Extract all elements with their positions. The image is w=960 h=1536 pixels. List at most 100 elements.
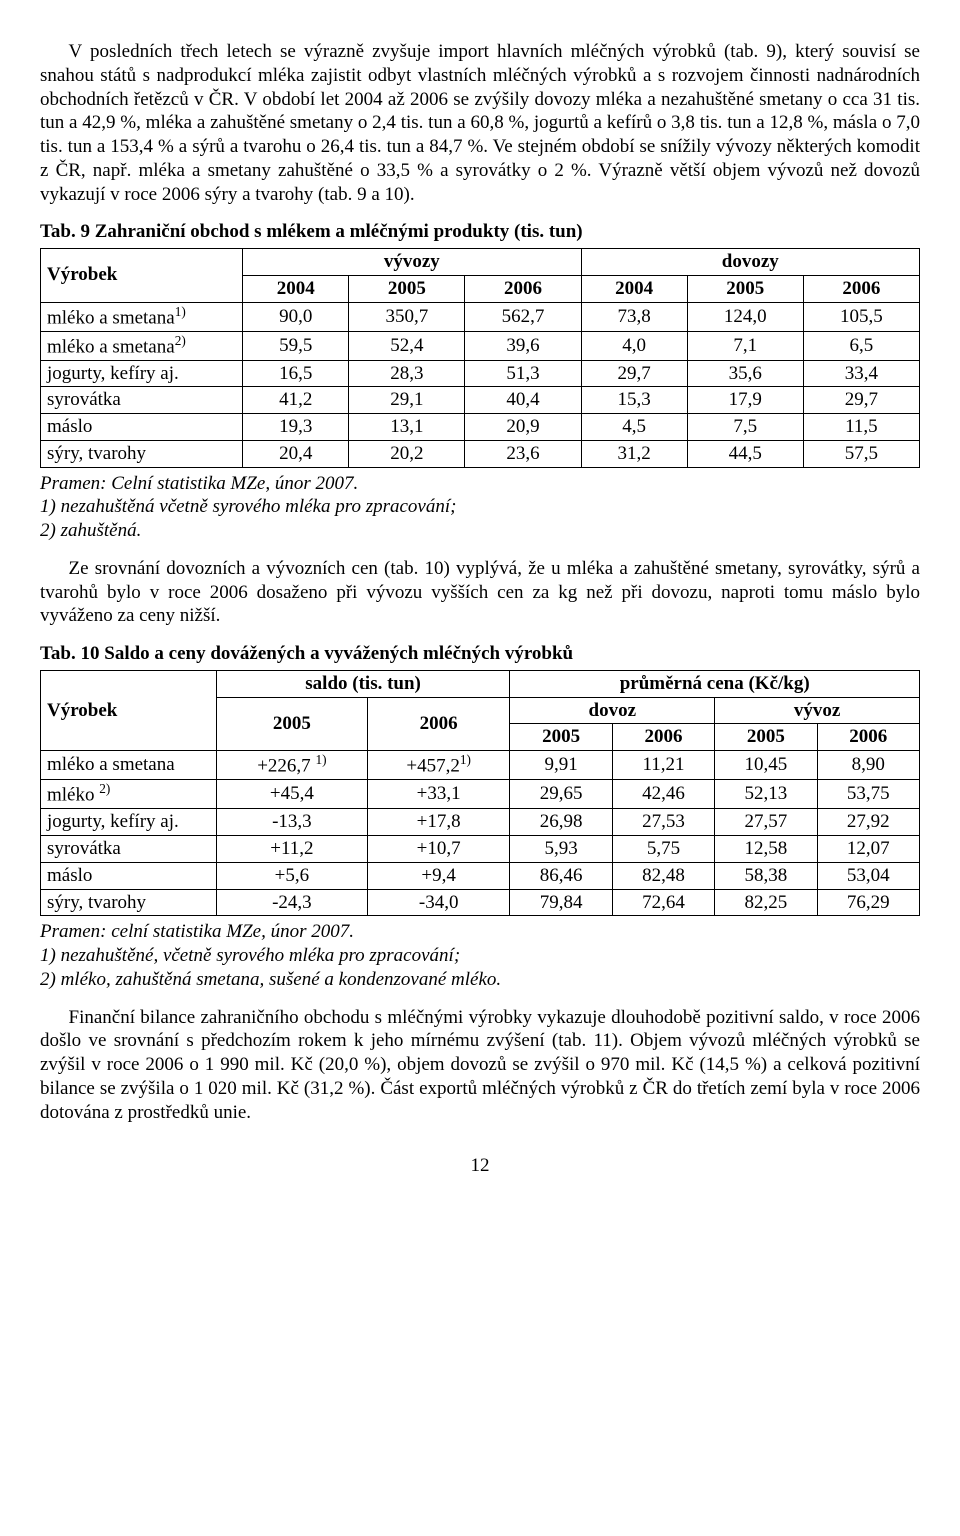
table-row: mléko a smetana+226,7 1)+457,21)9,9111,2… xyxy=(41,751,920,780)
cell: 53,75 xyxy=(817,780,919,809)
t9-group-import: dovozy xyxy=(581,249,919,276)
t10-sub-import: dovoz xyxy=(510,697,715,724)
cell: -34,0 xyxy=(367,889,509,916)
table-row: máslo+5,6+9,486,4682,4858,3853,04 xyxy=(41,862,920,889)
cell: 13,1 xyxy=(349,414,465,441)
cell: 58,38 xyxy=(715,862,817,889)
cell: 5,93 xyxy=(510,836,612,863)
table-10-notes: Pramen: celní statistika MZe, únor 2007.… xyxy=(40,920,920,991)
cell: 27,92 xyxy=(817,809,919,836)
cell: 72,64 xyxy=(612,889,714,916)
cell: 53,04 xyxy=(817,862,919,889)
t10-price-year: 2005 xyxy=(715,724,817,751)
cell: +457,21) xyxy=(367,751,509,780)
t10-saldo-y1: 2005 xyxy=(216,697,367,751)
cell: 29,7 xyxy=(581,360,687,387)
cell: 20,2 xyxy=(349,440,465,467)
table-row: jogurty, kefíry aj.-13,3+17,826,9827,532… xyxy=(41,809,920,836)
row-label: jogurty, kefíry aj. xyxy=(41,360,243,387)
cell: 52,13 xyxy=(715,780,817,809)
cell: 12,58 xyxy=(715,836,817,863)
cell: +226,7 1) xyxy=(216,751,367,780)
row-label: máslo xyxy=(41,414,243,441)
table-row: jogurty, kefíry aj.16,528,351,329,735,63… xyxy=(41,360,920,387)
cell: 82,48 xyxy=(612,862,714,889)
cell: 28,3 xyxy=(349,360,465,387)
t9-group-export: vývozy xyxy=(243,249,581,276)
cell: 41,2 xyxy=(243,387,349,414)
cell: 59,5 xyxy=(243,331,349,360)
cell: +11,2 xyxy=(216,836,367,863)
table-10-title: Tab. 10 Saldo a ceny dovážených a vyváže… xyxy=(40,642,920,666)
cell: 20,9 xyxy=(465,414,581,441)
cell: +45,4 xyxy=(216,780,367,809)
table-row: mléko 2)+45,4+33,129,6542,4652,1353,75 xyxy=(41,780,920,809)
row-label: jogurty, kefíry aj. xyxy=(41,809,217,836)
table-row: syrovátka+11,2+10,75,935,7512,5812,07 xyxy=(41,836,920,863)
table-9: Výrobek vývozy dovozy 200420052006200420… xyxy=(40,248,920,468)
table-row: sýry, tvarohy-24,3-34,079,8472,6482,2576… xyxy=(41,889,920,916)
table-9-notes: Pramen: Celní statistika MZe, únor 2007.… xyxy=(40,472,920,543)
row-label: mléko a smetana xyxy=(41,751,217,780)
t9-year: 2005 xyxy=(687,275,803,302)
cell: 9,91 xyxy=(510,751,612,780)
t10-group-saldo: saldo (tis. tun) xyxy=(216,670,510,697)
table-row: mléko a smetana2)59,552,439,64,07,16,5 xyxy=(41,331,920,360)
cell: -24,3 xyxy=(216,889,367,916)
row-label: máslo xyxy=(41,862,217,889)
paragraph-1: V posledních třech letech se výrazně zvy… xyxy=(40,40,920,206)
cell: +33,1 xyxy=(367,780,509,809)
cell: 79,84 xyxy=(510,889,612,916)
cell: 11,21 xyxy=(612,751,714,780)
t10-col-product: Výrobek xyxy=(41,670,217,750)
cell: 11,5 xyxy=(803,414,919,441)
cell: 562,7 xyxy=(465,302,581,331)
cell: 51,3 xyxy=(465,360,581,387)
t9-year: 2004 xyxy=(581,275,687,302)
row-label: sýry, tvarohy xyxy=(41,889,217,916)
cell: 86,46 xyxy=(510,862,612,889)
table-row: mléko a smetana1)90,0350,7562,773,8124,0… xyxy=(41,302,920,331)
cell: 8,90 xyxy=(817,751,919,780)
cell: 7,1 xyxy=(687,331,803,360)
cell: 7,5 xyxy=(687,414,803,441)
row-label: mléko a smetana1) xyxy=(41,302,243,331)
cell: 19,3 xyxy=(243,414,349,441)
cell: 44,5 xyxy=(687,440,803,467)
cell: 10,45 xyxy=(715,751,817,780)
cell: 29,65 xyxy=(510,780,612,809)
paragraph-2: Ze srovnání dovozních a vývozních cen (t… xyxy=(40,557,920,628)
cell: 40,4 xyxy=(465,387,581,414)
cell: 124,0 xyxy=(687,302,803,331)
cell: 82,25 xyxy=(715,889,817,916)
cell: 73,8 xyxy=(581,302,687,331)
cell: 27,53 xyxy=(612,809,714,836)
cell: 29,1 xyxy=(349,387,465,414)
t10-group-price: průměrná cena (Kč/kg) xyxy=(510,670,920,697)
t9-col-product: Výrobek xyxy=(41,249,243,303)
t10-price-year: 2005 xyxy=(510,724,612,751)
table-10: Výrobek saldo (tis. tun) průměrná cena (… xyxy=(40,670,920,916)
cell: 76,29 xyxy=(817,889,919,916)
cell: 39,6 xyxy=(465,331,581,360)
table-row: syrovátka41,229,140,415,317,929,7 xyxy=(41,387,920,414)
row-label: mléko a smetana2) xyxy=(41,331,243,360)
cell: 5,75 xyxy=(612,836,714,863)
t9-year: 2005 xyxy=(349,275,465,302)
cell: 57,5 xyxy=(803,440,919,467)
cell: 90,0 xyxy=(243,302,349,331)
cell: 33,4 xyxy=(803,360,919,387)
cell: 20,4 xyxy=(243,440,349,467)
row-label: syrovátka xyxy=(41,836,217,863)
cell: 29,7 xyxy=(803,387,919,414)
table-row: sýry, tvarohy20,420,223,631,244,557,5 xyxy=(41,440,920,467)
t9-year: 2004 xyxy=(243,275,349,302)
cell: 35,6 xyxy=(687,360,803,387)
cell: -13,3 xyxy=(216,809,367,836)
cell: 52,4 xyxy=(349,331,465,360)
t9-year: 2006 xyxy=(465,275,581,302)
t10-price-year: 2006 xyxy=(817,724,919,751)
cell: 12,07 xyxy=(817,836,919,863)
table-9-title: Tab. 9 Zahraniční obchod s mlékem a mléč… xyxy=(40,220,920,244)
cell: 350,7 xyxy=(349,302,465,331)
